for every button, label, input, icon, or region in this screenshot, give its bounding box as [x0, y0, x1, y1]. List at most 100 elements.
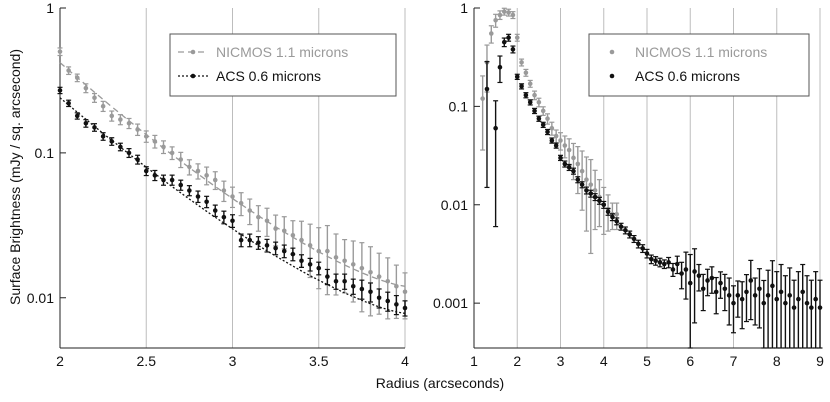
- data-point: [527, 81, 533, 87]
- data-point: [519, 60, 524, 65]
- data-point: [307, 262, 313, 267]
- x-tick-label: 6: [686, 353, 694, 369]
- data-point: [109, 139, 115, 144]
- data-point: [791, 305, 797, 310]
- data-point: [212, 208, 218, 213]
- data-point: [809, 305, 814, 310]
- data-point: [247, 237, 253, 243]
- data-point: [497, 64, 503, 70]
- data-point: [670, 267, 676, 272]
- data-point: [627, 232, 632, 237]
- data-point: [514, 35, 520, 40]
- data-point: [83, 85, 89, 91]
- data-point: [666, 260, 671, 265]
- fit-line: [59, 62, 406, 287]
- data-point: [264, 218, 270, 224]
- data-point: [549, 125, 555, 131]
- legend-label: ACS 0.6 microns: [635, 68, 740, 84]
- error-bar: [731, 285, 736, 334]
- data-point: [558, 138, 563, 143]
- data-point: [247, 208, 253, 213]
- data-point: [579, 182, 585, 187]
- data-point: [169, 177, 175, 183]
- data-point: [657, 260, 663, 265]
- data-point: [523, 70, 529, 75]
- data-point: [778, 289, 784, 295]
- data-point: [480, 96, 485, 101]
- data-point: [256, 240, 261, 245]
- data-point: [493, 17, 498, 23]
- error-bar: [588, 158, 594, 255]
- data-point: [299, 258, 304, 264]
- error-bar: [484, 61, 490, 189]
- y-tick-label: 1: [460, 0, 468, 16]
- x-tick-label: 9: [816, 353, 824, 369]
- error-bar: [739, 281, 745, 330]
- data-point: [100, 134, 106, 139]
- data-point: [709, 275, 715, 281]
- data-point: [221, 214, 227, 220]
- legend-marker: [190, 49, 196, 55]
- data-point: [57, 88, 63, 93]
- legend-label: NICMOS 1.1 microns: [635, 44, 767, 60]
- data-point: [748, 278, 754, 283]
- data-point: [187, 188, 192, 193]
- data-point: [342, 278, 347, 284]
- error-bar: [761, 279, 767, 349]
- error-bar: [756, 268, 762, 329]
- data-point: [683, 267, 689, 272]
- data-point: [592, 188, 598, 193]
- data-point: [57, 49, 63, 54]
- data-point: [575, 161, 581, 167]
- error-bar: [787, 267, 793, 349]
- data-point: [679, 271, 684, 276]
- data-point: [566, 147, 572, 153]
- data-point: [238, 200, 244, 206]
- data-point: [804, 300, 810, 306]
- x-tick-label: 5: [643, 353, 651, 369]
- data-point: [687, 280, 693, 286]
- data-point: [273, 226, 278, 231]
- error-bar: [480, 75, 486, 151]
- data-point: [527, 100, 533, 105]
- series-acs: [57, 86, 408, 317]
- legend-label: ACS 0.6 microns: [216, 68, 321, 84]
- y-tick-label: 0.1: [35, 145, 55, 161]
- data-point: [497, 12, 503, 18]
- data-point: [359, 265, 365, 271]
- legend-box: [588, 33, 810, 97]
- data-point: [333, 255, 339, 260]
- data-point: [553, 133, 559, 139]
- data-point: [325, 248, 330, 254]
- data-point: [601, 202, 607, 208]
- data-point: [100, 103, 106, 109]
- data-point: [376, 274, 382, 279]
- data-point: [66, 100, 71, 106]
- data-point: [618, 224, 624, 229]
- data-point: [536, 116, 542, 121]
- data-point: [126, 121, 132, 126]
- x-tick-label: 3.5: [309, 353, 329, 369]
- data-point: [765, 293, 771, 298]
- data-point: [614, 211, 620, 217]
- data-point: [523, 92, 529, 98]
- data-point: [752, 293, 758, 298]
- data-point: [290, 251, 296, 257]
- data-point: [195, 168, 201, 174]
- data-point: [506, 10, 511, 15]
- data-point: [796, 296, 801, 302]
- right-panel: 1 2 3 4 5 6 7 8 9 1 0.1 0.01 0.001 NICMOS 1.1 microns…: [433, 0, 824, 369]
- data-point: [549, 138, 555, 143]
- data-point: [649, 256, 654, 262]
- error-bar: [804, 275, 810, 349]
- data-point: [718, 280, 723, 286]
- data-point: [610, 214, 615, 220]
- data-point: [342, 258, 347, 264]
- error-bar: [493, 100, 499, 228]
- data-point: [644, 251, 650, 256]
- data-point: [553, 143, 559, 148]
- data-point: [519, 83, 524, 89]
- data-point: [501, 9, 507, 14]
- error-bar: [735, 280, 741, 318]
